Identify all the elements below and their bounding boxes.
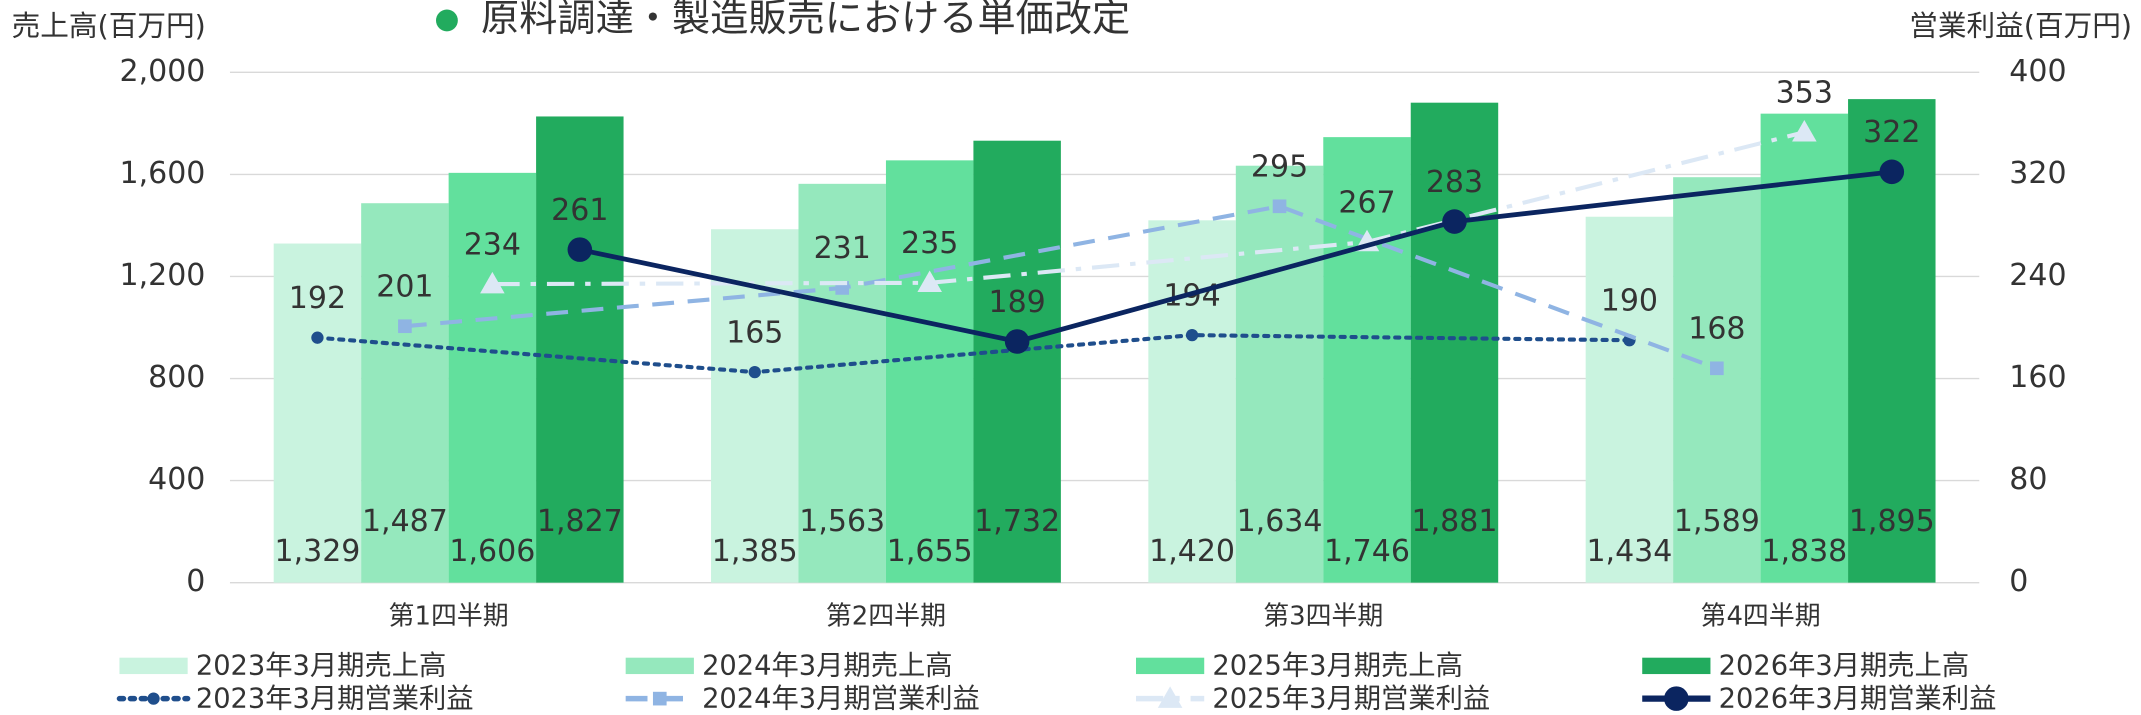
line-marker (748, 365, 761, 379)
line-value-label: 295 (1251, 150, 1308, 185)
bar-value-label: 1,385 (712, 534, 798, 569)
bar-value-label: 1,420 (1149, 534, 1235, 569)
legend-label: 2026年3月期営業利益 (1719, 683, 1997, 714)
line-marker (1185, 328, 1199, 342)
line (315, 333, 1632, 375)
x-tick-label: 第2四半期 (826, 601, 946, 631)
bar-value-label: 1,827 (537, 504, 623, 539)
bar (1410, 102, 1499, 583)
line-marker (917, 270, 942, 293)
bar-value-label: 1,655 (887, 534, 973, 569)
bar-value-label: 1,881 (1412, 504, 1498, 539)
y2-tick-label: 400 (2009, 54, 2066, 89)
legend-label: 2023年3月期売上高 (196, 651, 446, 682)
line-marker (567, 237, 593, 262)
legend-label: 2024年3月期売上高 (702, 651, 952, 682)
line-marker (1004, 329, 1030, 354)
line-marker (1879, 159, 1905, 185)
bar-value-label: 1,634 (1237, 504, 1323, 539)
line-value-label: 235 (901, 226, 958, 261)
legend-swatch (625, 657, 694, 675)
bar (536, 116, 624, 583)
bar-value-label: 1,589 (1674, 504, 1760, 539)
bar-value-label: 1,487 (362, 504, 448, 539)
y-tick-label: 2,000 (120, 54, 206, 89)
legend-marker (1157, 686, 1183, 708)
line-marker (1272, 199, 1287, 214)
line-marker (1792, 120, 1817, 142)
line-value-label: 189 (989, 285, 1046, 320)
bar-value-label: 1,606 (449, 534, 535, 569)
bar (1323, 137, 1411, 583)
legend-marker (1664, 686, 1689, 711)
annotation-dot (436, 9, 458, 32)
legend-label: 2026年3月期売上高 (1719, 651, 1969, 682)
line-value-label: 283 (1426, 165, 1483, 200)
y2-tick-label: 0 (2009, 564, 2028, 599)
line-marker (311, 331, 324, 344)
bar (273, 243, 362, 583)
bar-value-label: 1,895 (1849, 504, 1935, 539)
bar-value-label: 1,563 (799, 504, 885, 539)
legend-marker (147, 692, 160, 705)
line-marker (398, 319, 412, 334)
bar (1585, 216, 1674, 583)
y2-axis-title: 営業利益(百万円) (1909, 8, 2132, 42)
annotation: 原料調達・製造販売における単価改定 (481, 0, 1130, 41)
bar (448, 172, 537, 583)
line-value-label: 192 (289, 281, 346, 316)
bar (1148, 220, 1236, 583)
bar-value-label: 1,329 (274, 534, 360, 569)
bar (1235, 165, 1324, 583)
line (404, 204, 1718, 371)
line-value-label: 261 (551, 193, 608, 228)
bar (1673, 177, 1761, 583)
bar (361, 203, 449, 583)
line-value-label: 231 (814, 231, 871, 266)
bar-value-label: 1,746 (1324, 534, 1410, 569)
bar (798, 183, 886, 583)
y-axis-title: 売上高(百万円) (12, 8, 206, 42)
line-marker (480, 271, 505, 294)
bar (1760, 113, 1849, 583)
line-value-label: 190 (1601, 284, 1658, 319)
line-value-label: 168 (1688, 312, 1745, 347)
x-tick-label: 第3四半期 (1263, 601, 1383, 631)
line-marker (1442, 209, 1467, 234)
line-value-label: 267 (1338, 185, 1395, 220)
legend-swatch (1642, 657, 1711, 675)
bar-value-label: 1,434 (1586, 534, 1672, 569)
y-tick-label: 1,600 (120, 156, 206, 191)
bar (973, 140, 1061, 583)
x-tick-label: 第1四半期 (389, 601, 509, 631)
line-value-label: 201 (376, 269, 433, 304)
y2-tick-label: 320 (2009, 156, 2066, 191)
legend-label: 2023年3月期営業利益 (196, 683, 474, 714)
line (492, 130, 1805, 287)
y-tick-label: 800 (148, 360, 205, 395)
bar (885, 160, 974, 583)
bar-value-label: 1,838 (1761, 534, 1847, 569)
line-value-label: 165 (726, 315, 783, 350)
y-tick-label: 0 (186, 564, 205, 599)
bar-value-label: 1,732 (974, 504, 1060, 539)
y2-tick-label: 80 (2009, 462, 2047, 497)
legend-label: 2024年3月期営業利益 (702, 683, 980, 714)
x-tick-label: 第4四半期 (1701, 601, 1821, 631)
line-value-label: 322 (1863, 115, 1920, 150)
line-value-label: 353 (1776, 76, 1833, 111)
legend-marker (652, 691, 667, 706)
y2-tick-label: 160 (2009, 360, 2066, 395)
legend-label: 2025年3月期売上高 (1212, 651, 1462, 682)
line-value-label: 234 (464, 227, 521, 262)
y-tick-label: 1,200 (120, 258, 206, 293)
line-marker (1710, 361, 1724, 376)
legend-swatch (1135, 657, 1205, 675)
y-tick-label: 400 (148, 462, 205, 497)
line (579, 169, 1893, 344)
legend-swatch (119, 657, 188, 675)
legend-label: 2025年3月期営業利益 (1212, 683, 1490, 714)
y2-tick-label: 240 (2009, 258, 2066, 293)
